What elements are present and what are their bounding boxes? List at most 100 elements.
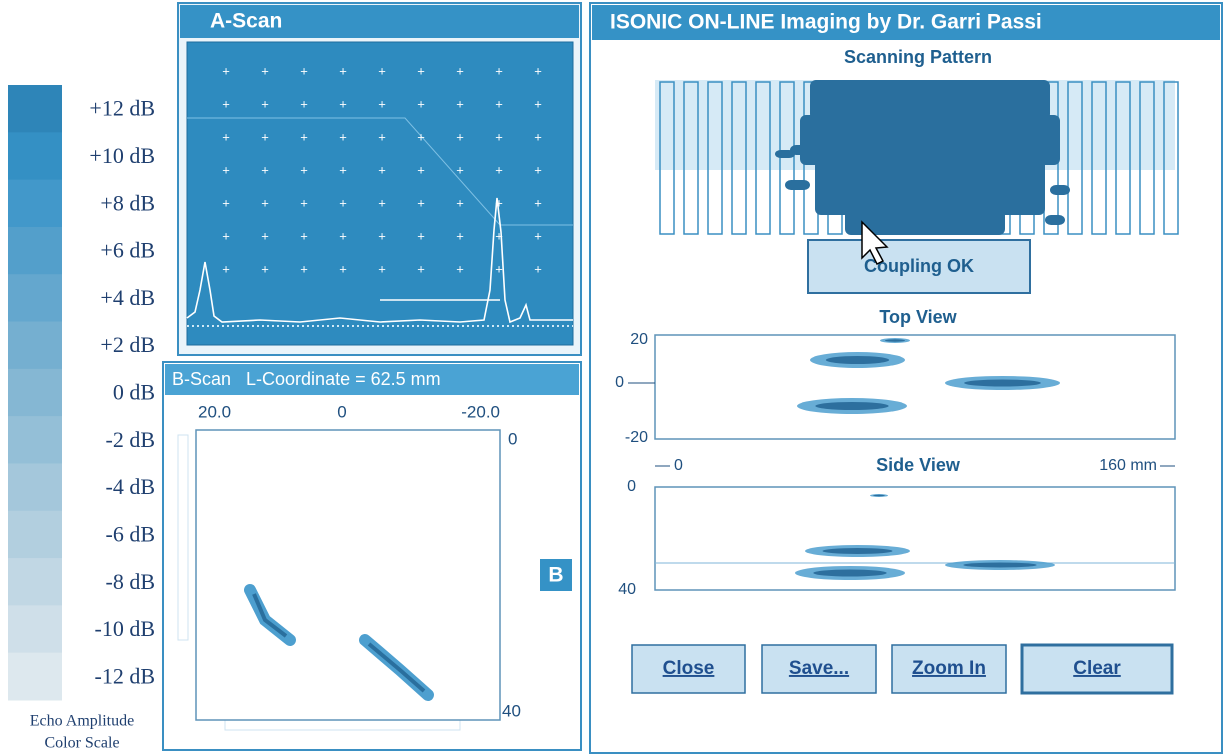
grid-marker: + — [378, 228, 386, 243]
side-view-x-end: 160 mm — [1099, 457, 1157, 474]
scale-swatch — [8, 463, 62, 511]
indication-core — [885, 339, 905, 342]
indication-core — [826, 356, 889, 364]
scale-label: -8 dB — [106, 569, 156, 594]
scale-label: -6 dB — [106, 521, 156, 546]
grid-marker: + — [339, 96, 347, 111]
color-scale: +12 dB+10 dB+8 dB+6 dB+4 dB+2 dB0 dB-2 d… — [8, 85, 155, 752]
pattern-blob — [775, 80, 1070, 235]
scale-swatch — [8, 605, 62, 653]
b-scan-x-label: 0 — [337, 402, 346, 421]
grid-marker: + — [300, 63, 308, 78]
indication-core — [963, 563, 1036, 568]
grid-marker: + — [378, 261, 386, 276]
button-label[interactable]: Zoom In — [912, 658, 986, 679]
grid-marker: + — [495, 96, 503, 111]
scale-label: +2 dB — [100, 332, 155, 357]
side-view-y-label: 40 — [618, 581, 636, 598]
scale-swatch — [8, 653, 62, 701]
b-scan-y-label: 40 — [502, 701, 521, 720]
grid-marker: + — [339, 195, 347, 210]
top-view-title: Top View — [879, 307, 957, 327]
grid-marker: + — [378, 63, 386, 78]
grid-marker: + — [378, 162, 386, 177]
grid-marker: + — [534, 129, 542, 144]
grid-marker: + — [534, 96, 542, 111]
button-label[interactable]: Close — [663, 658, 715, 679]
scan-coverage — [815, 160, 1045, 215]
scale-label: +6 dB — [100, 238, 155, 263]
grid-marker: + — [456, 228, 464, 243]
side-view-y-label: 0 — [627, 478, 636, 495]
scale-label: -4 dB — [106, 474, 156, 499]
grid-marker: + — [534, 228, 542, 243]
grid-marker: + — [261, 228, 269, 243]
b-scan-title: B-Scan L-Coordinate = 62.5 mm — [172, 369, 441, 389]
button-label[interactable]: Clear — [1073, 658, 1121, 679]
grid-marker: + — [417, 162, 425, 177]
scan-coverage — [775, 150, 795, 158]
scale-swatch — [8, 416, 62, 464]
grid-marker: + — [222, 261, 230, 276]
grid-marker: + — [339, 129, 347, 144]
scan-coverage — [1045, 215, 1065, 225]
scale-swatch — [8, 132, 62, 180]
grid-marker: + — [300, 162, 308, 177]
grid-marker: + — [339, 162, 347, 177]
scale-label: +4 dB — [100, 285, 155, 310]
scale-caption: Echo Amplitude — [30, 713, 134, 730]
grid-marker: + — [456, 195, 464, 210]
scale-swatch — [8, 511, 62, 559]
b-scan-plot — [196, 430, 500, 720]
grid-marker: + — [261, 261, 269, 276]
grid-marker: + — [339, 228, 347, 243]
grid-marker: + — [417, 195, 425, 210]
indication-core — [964, 380, 1041, 387]
grid-marker: + — [495, 228, 503, 243]
button-label[interactable]: Save... — [789, 658, 849, 679]
grid-marker: + — [534, 195, 542, 210]
side-view-plot — [655, 487, 1175, 590]
grid-marker: + — [339, 261, 347, 276]
scale-swatch — [8, 558, 62, 606]
grid-marker: + — [456, 129, 464, 144]
grid-marker: + — [417, 129, 425, 144]
scale-swatch — [8, 227, 62, 275]
grid-marker: + — [456, 261, 464, 276]
grid-marker: + — [534, 162, 542, 177]
scale-label: -12 dB — [95, 663, 156, 688]
grid-marker: + — [300, 261, 308, 276]
indication-core — [813, 570, 886, 577]
scale-swatch — [8, 274, 62, 322]
scale-label: +10 dB — [89, 143, 155, 168]
grid-marker: + — [300, 96, 308, 111]
b-scan-x-label: -20.0 — [461, 402, 500, 421]
scale-label: 0 dB — [113, 380, 155, 405]
b-scan-x-label: 20.0 — [198, 402, 231, 421]
top-view-plot — [655, 335, 1175, 439]
grid-marker: + — [261, 63, 269, 78]
indication-core — [873, 495, 885, 497]
scale-caption: Color Scale — [44, 735, 119, 752]
scale-label: +12 dB — [89, 96, 155, 121]
grid-marker: + — [417, 96, 425, 111]
grid-marker: + — [534, 261, 542, 276]
scale-label: -10 dB — [95, 616, 156, 641]
grid-marker: + — [222, 63, 230, 78]
grid-marker: + — [261, 129, 269, 144]
indication-core — [815, 402, 888, 410]
button-row: Close Save... Zoom In Clear — [632, 645, 1172, 693]
top-view-y-label: 20 — [630, 331, 648, 348]
grid-marker: + — [378, 195, 386, 210]
grid-marker: + — [417, 228, 425, 243]
grid-marker: + — [378, 129, 386, 144]
grid-marker: + — [261, 96, 269, 111]
grid-marker: + — [300, 228, 308, 243]
isonic-screen: A-Scan B-Scan L-Coordinate = 62.5 mm 20.… — [0, 0, 1224, 756]
grid-marker: + — [417, 261, 425, 276]
scale-swatch — [8, 369, 62, 417]
grid-marker: + — [222, 129, 230, 144]
scale-swatch — [8, 180, 62, 228]
grid-marker: + — [300, 129, 308, 144]
grid-marker: + — [261, 195, 269, 210]
